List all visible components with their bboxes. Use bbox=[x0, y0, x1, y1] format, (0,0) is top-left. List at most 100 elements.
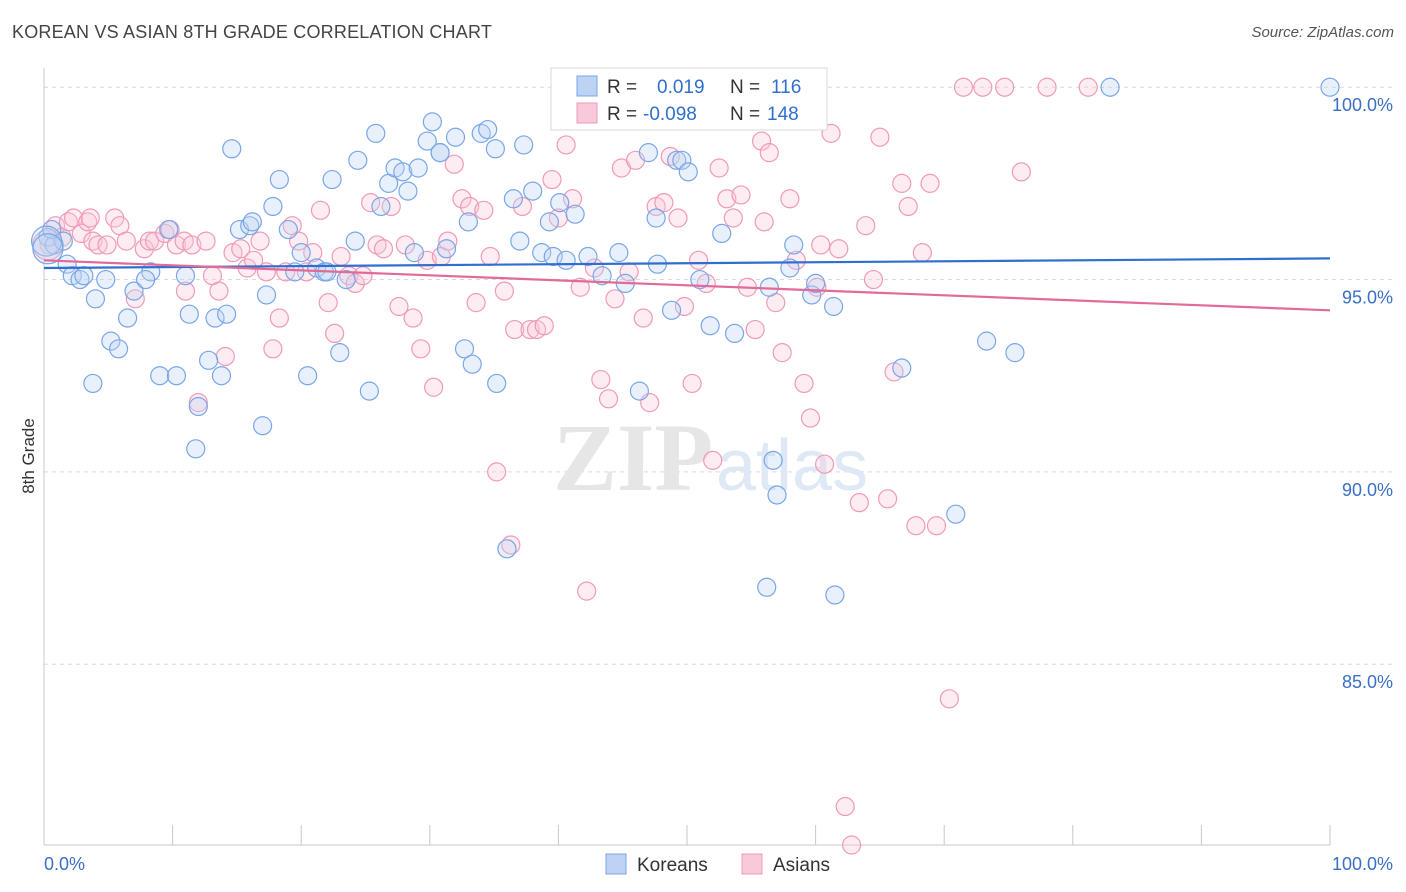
data-point bbox=[763, 450, 783, 470]
data-point bbox=[532, 243, 552, 263]
data-point bbox=[731, 185, 751, 205]
data-point bbox=[215, 346, 235, 367]
data-point bbox=[485, 139, 505, 159]
data-point bbox=[1100, 77, 1120, 97]
data-point bbox=[116, 231, 136, 251]
data-point bbox=[196, 231, 216, 251]
data-point bbox=[629, 381, 650, 401]
data-point bbox=[330, 343, 350, 363]
data-point bbox=[661, 300, 682, 320]
data-point bbox=[422, 112, 442, 132]
bottom-legend-asian-swatch bbox=[741, 853, 763, 875]
data-point bbox=[543, 246, 563, 267]
data-point bbox=[842, 835, 862, 855]
data-point bbox=[633, 308, 653, 328]
data-point bbox=[144, 231, 165, 251]
bottom-legend-asian-label: Asians bbox=[773, 855, 830, 876]
data-point bbox=[205, 308, 225, 328]
data-point bbox=[672, 150, 692, 170]
data-point bbox=[724, 323, 745, 344]
data-point bbox=[654, 193, 674, 213]
data-point bbox=[523, 181, 543, 201]
data-point bbox=[667, 150, 687, 170]
data-point bbox=[389, 296, 409, 317]
data-point bbox=[1078, 77, 1098, 97]
legend-korean-n-value: 116 bbox=[771, 77, 801, 98]
data-point bbox=[199, 350, 219, 370]
data-point bbox=[682, 373, 702, 394]
data-point bbox=[503, 189, 523, 209]
data-point bbox=[598, 389, 619, 409]
data-point bbox=[772, 343, 792, 363]
data-point bbox=[534, 316, 554, 336]
data-point bbox=[366, 123, 386, 143]
data-point bbox=[408, 158, 428, 178]
data-point bbox=[674, 296, 695, 317]
data-point bbox=[570, 277, 590, 297]
legend-korean-swatch bbox=[576, 75, 598, 97]
data-point bbox=[325, 323, 345, 344]
data-point bbox=[222, 139, 242, 159]
data-point bbox=[269, 169, 289, 190]
data-point bbox=[250, 231, 270, 251]
data-point bbox=[520, 319, 540, 340]
data-point bbox=[751, 131, 772, 151]
data-point bbox=[348, 150, 368, 170]
svg-text:atlas: atlas bbox=[716, 426, 868, 506]
series-legend: Koreans Asians bbox=[605, 853, 830, 876]
data-point bbox=[80, 208, 100, 228]
data-point bbox=[646, 208, 666, 228]
data-point bbox=[592, 266, 612, 286]
data-point bbox=[494, 281, 514, 301]
data-point bbox=[977, 331, 997, 351]
bottom-legend-korean-label: Koreans bbox=[637, 855, 708, 876]
legend-asian-n-value: 148 bbox=[767, 104, 799, 125]
data-point-large bbox=[32, 233, 64, 265]
data-point bbox=[175, 266, 196, 286]
data-point bbox=[815, 454, 835, 474]
data-point bbox=[780, 189, 800, 209]
legend-asian-r-label: R = bbox=[607, 104, 637, 125]
data-point bbox=[556, 135, 576, 155]
data-point bbox=[487, 462, 507, 482]
data-point bbox=[322, 169, 342, 190]
data-point bbox=[217, 304, 237, 324]
x-tick-label: 0.0% bbox=[44, 854, 85, 874]
data-point bbox=[995, 77, 1015, 97]
svg-text:ZIP: ZIP bbox=[553, 404, 713, 511]
data-point bbox=[74, 266, 94, 286]
data-point bbox=[63, 208, 84, 228]
data-point bbox=[892, 358, 912, 378]
y-tick-label: 85.0% bbox=[1342, 672, 1393, 692]
data-point bbox=[609, 243, 629, 263]
data-point bbox=[577, 581, 597, 601]
data-point bbox=[878, 489, 898, 509]
data-point bbox=[745, 319, 765, 340]
data-point bbox=[398, 181, 418, 201]
data-point bbox=[263, 339, 283, 359]
data-point-large bbox=[30, 225, 63, 257]
data-point bbox=[462, 354, 482, 374]
data-point bbox=[939, 689, 959, 709]
watermark: ZIP atlas bbox=[553, 404, 868, 511]
data-point bbox=[678, 162, 698, 182]
data-point bbox=[150, 366, 170, 386]
data-point bbox=[542, 169, 562, 190]
data-point bbox=[712, 223, 732, 244]
correlation-legend: R = 0.019 N = 116 R = -0.098 N = 148 bbox=[550, 67, 828, 131]
data-point bbox=[926, 516, 947, 536]
data-point bbox=[497, 539, 517, 559]
data-point bbox=[125, 289, 145, 309]
data-point bbox=[578, 246, 598, 267]
data-point bbox=[445, 127, 466, 147]
bottom-legend-korean-swatch bbox=[605, 853, 627, 875]
data-point bbox=[920, 173, 940, 193]
data-point bbox=[436, 239, 457, 259]
data-point bbox=[514, 135, 534, 155]
data-point bbox=[565, 204, 585, 224]
y-tick-label: 90.0% bbox=[1342, 480, 1393, 500]
data-point bbox=[668, 208, 688, 228]
data-point bbox=[186, 439, 206, 459]
data-point bbox=[591, 369, 611, 390]
data-point bbox=[754, 212, 774, 232]
